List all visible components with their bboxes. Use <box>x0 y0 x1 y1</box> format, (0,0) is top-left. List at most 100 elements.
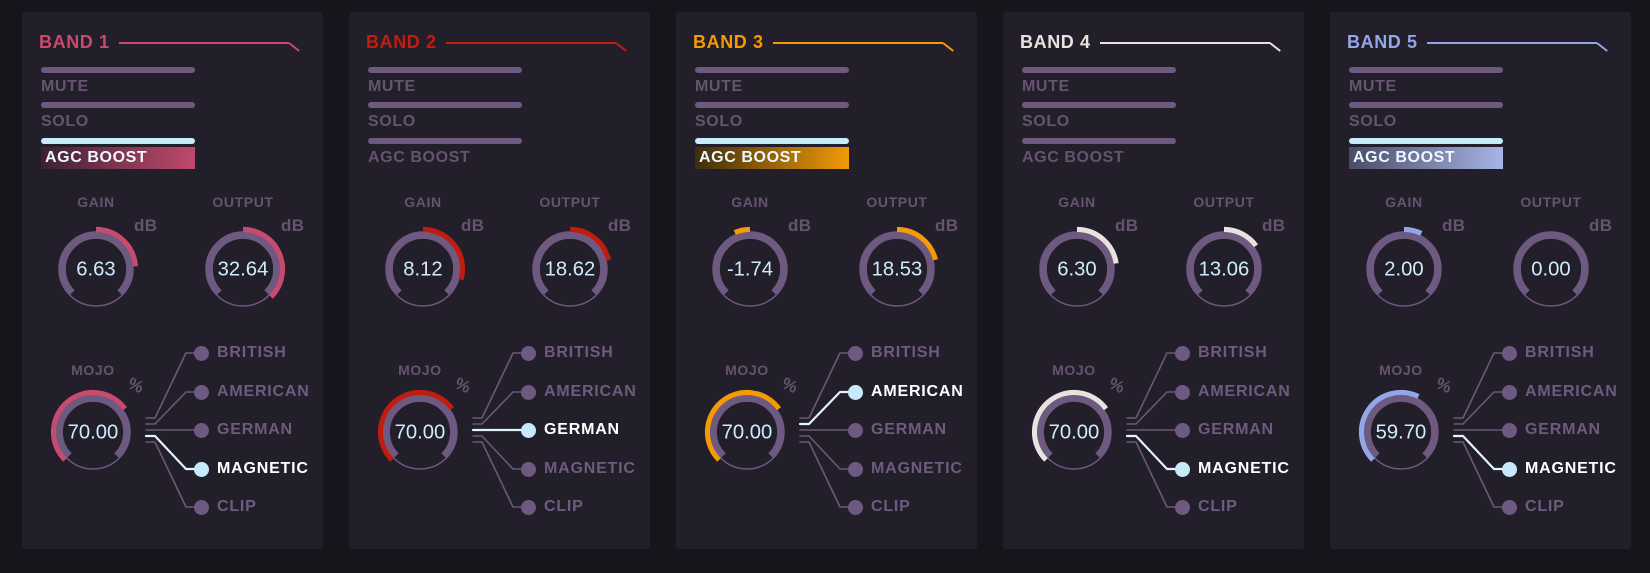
option-clip[interactable]: CLIP <box>1502 497 1565 517</box>
option-clip[interactable]: CLIP <box>521 497 584 517</box>
mute-toggle[interactable]: MUTE <box>368 67 522 98</box>
solo-toggle[interactable]: SOLO <box>368 102 522 133</box>
option-german[interactable]: GERMAN <box>1175 420 1274 440</box>
option-dot <box>1175 499 1190 515</box>
option-american[interactable]: AMERICAN <box>1175 382 1291 402</box>
option-german[interactable]: GERMAN <box>521 420 620 440</box>
mojo-knob-graphic: 70.00 <box>377 389 458 470</box>
solo-toggle[interactable]: SOLO <box>695 102 849 133</box>
option-label: BRITISH <box>1198 344 1268 361</box>
output-value: 18.62 <box>545 258 596 280</box>
option-american[interactable]: AMERICAN <box>1502 382 1618 402</box>
option-label: GERMAN <box>871 421 947 438</box>
option-american[interactable]: AMERICAN <box>848 382 964 402</box>
option-british[interactable]: BRITISH <box>521 343 614 363</box>
solo-toggle[interactable]: SOLO <box>1022 102 1176 133</box>
mojo-label: MOJO <box>1379 362 1423 378</box>
band-title: BAND 3 <box>693 32 764 52</box>
mute-toggle[interactable]: MUTE <box>41 67 195 98</box>
gain-knob[interactable]: 2.00 <box>1358 223 1450 315</box>
gain-knob[interactable]: 8.12 <box>377 223 469 315</box>
band-rack: BAND 1 MUTE SOLO AGC BOOST GAIN dB 6.63 … <box>0 0 1650 549</box>
option-magnetic[interactable]: MAGNETIC <box>848 459 963 479</box>
gain-knob[interactable]: 6.63 <box>50 223 142 315</box>
mojo-knob[interactable]: 70.00 <box>1028 386 1120 478</box>
option-dot <box>1175 345 1190 361</box>
option-dot <box>194 384 209 400</box>
mute-label: MUTE <box>1349 78 1397 95</box>
mojo-value: 70.00 <box>395 421 446 443</box>
gain-knob[interactable]: 6.30 <box>1031 223 1123 315</box>
band-panel-1: BAND 1 MUTE SOLO AGC BOOST GAIN dB 6.63 … <box>22 12 323 549</box>
option-british[interactable]: BRITISH <box>1502 343 1595 363</box>
option-clip[interactable]: CLIP <box>1175 497 1238 517</box>
band-title: BAND 2 <box>366 32 437 52</box>
mojo-knob[interactable]: 70.00 <box>374 386 466 478</box>
option-label: MAGNETIC <box>1198 460 1290 477</box>
option-magnetic[interactable]: MAGNETIC <box>521 459 636 479</box>
output-label: OUTPUT <box>1520 194 1582 210</box>
option-clip[interactable]: CLIP <box>194 497 257 517</box>
band-header: BAND 2 <box>366 33 616 51</box>
option-dot <box>194 461 209 477</box>
option-american[interactable]: AMERICAN <box>521 382 637 402</box>
output-knob[interactable]: 13.06 <box>1178 223 1270 315</box>
option-british[interactable]: BRITISH <box>194 343 287 363</box>
agc-boost-toggle[interactable]: AGC BOOST <box>1022 138 1176 169</box>
solo-toggle[interactable]: SOLO <box>41 102 195 133</box>
option-dot <box>848 499 863 515</box>
output-knob[interactable]: 32.64 <box>197 223 289 315</box>
agc-boost-toggle[interactable]: AGC BOOST <box>368 138 522 169</box>
output-knob[interactable]: 18.62 <box>524 223 616 315</box>
solo-label: SOLO <box>368 113 416 130</box>
band-header-line <box>118 42 289 44</box>
output-knob-graphic: 18.62 <box>532 226 612 307</box>
band-header: BAND 1 <box>39 33 289 51</box>
toggle-bar <box>1349 67 1503 73</box>
toggle-bar <box>695 138 849 144</box>
band-header-line <box>1099 42 1270 44</box>
option-british[interactable]: BRITISH <box>848 343 941 363</box>
option-dot <box>1502 384 1517 400</box>
toggle-bar <box>368 138 522 144</box>
option-german[interactable]: GERMAN <box>194 420 293 440</box>
mojo-label: MOJO <box>1052 362 1096 378</box>
mute-toggle[interactable]: MUTE <box>1349 67 1503 98</box>
option-magnetic[interactable]: MAGNETIC <box>1175 459 1290 479</box>
agc-boost-toggle[interactable]: AGC BOOST <box>1349 138 1503 169</box>
gain-knob-graphic: 8.12 <box>385 226 466 307</box>
solo-toggle[interactable]: SOLO <box>1349 102 1503 133</box>
mute-toggle[interactable]: MUTE <box>695 67 849 98</box>
band-header-line <box>772 42 943 44</box>
option-dot <box>521 345 536 361</box>
agc-boost-toggle[interactable]: AGC BOOST <box>695 138 849 169</box>
mojo-knob[interactable]: 70.00 <box>701 386 793 478</box>
output-knob-graphic: 18.53 <box>859 226 938 307</box>
mojo-knob[interactable]: 59.70 <box>1355 386 1447 478</box>
toggle-bar <box>695 67 849 73</box>
option-german[interactable]: GERMAN <box>848 420 947 440</box>
option-german[interactable]: GERMAN <box>1502 420 1601 440</box>
agc-boost-label: AGC BOOST <box>41 147 195 169</box>
option-magnetic[interactable]: MAGNETIC <box>1502 459 1617 479</box>
option-magnetic[interactable]: MAGNETIC <box>194 459 309 479</box>
mojo-label: MOJO <box>725 362 769 378</box>
gain-db-unit-label: dB <box>788 216 812 235</box>
option-american[interactable]: AMERICAN <box>194 382 310 402</box>
mojo-knob[interactable]: 70.00 <box>47 386 139 478</box>
mojo-value: 70.00 <box>68 421 119 443</box>
toggle-bar <box>1349 102 1503 108</box>
mute-toggle[interactable]: MUTE <box>1022 67 1176 98</box>
band-header: BAND 3 <box>693 33 943 51</box>
output-knob[interactable]: 18.53 <box>851 223 943 315</box>
gain-db-unit-label: dB <box>134 216 158 235</box>
band-title: BAND 4 <box>1020 32 1091 52</box>
output-knob[interactable]: 0.00 <box>1505 223 1597 315</box>
agc-boost-toggle[interactable]: AGC BOOST <box>41 138 195 169</box>
gain-knob[interactable]: -1.74 <box>704 223 796 315</box>
option-clip[interactable]: CLIP <box>848 497 911 517</box>
gain-value: 2.00 <box>1384 258 1423 280</box>
option-british[interactable]: BRITISH <box>1175 343 1268 363</box>
option-label: CLIP <box>217 498 257 515</box>
option-label: MAGNETIC <box>544 460 636 477</box>
